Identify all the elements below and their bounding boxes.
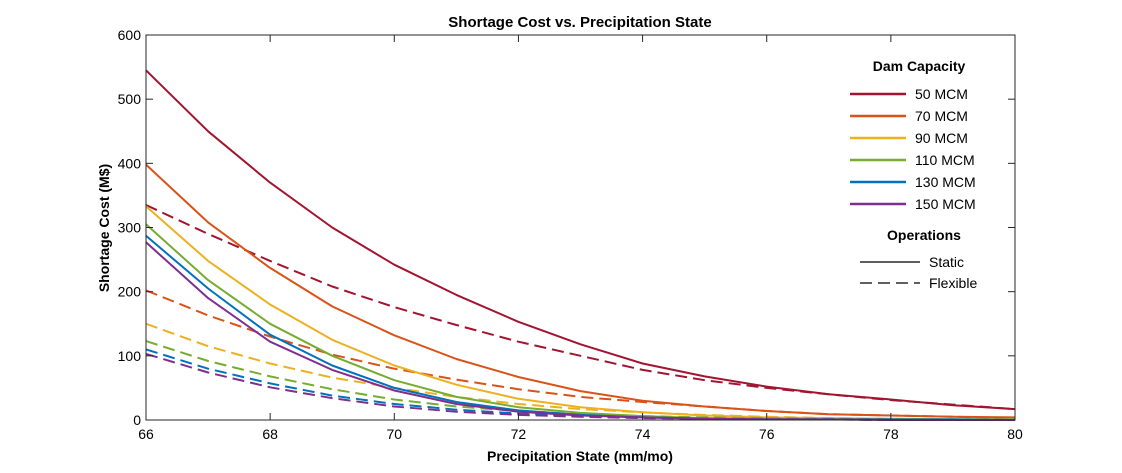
y-tick-label: 100 (118, 348, 142, 364)
legend-capacity-title: Dam Capacity (873, 58, 966, 74)
x-tick-label: 80 (1007, 426, 1023, 442)
series-line-2-static (145, 163, 1016, 419)
plot-series (145, 69, 1016, 421)
y-tick-label: 500 (118, 91, 142, 107)
y-tick-label: 200 (118, 284, 142, 300)
legend-operations-items: Static Flexible (860, 254, 977, 291)
legend-capacity-items: 50 MCM 70 MCM 90 MCM 110 MCM 130 MCM 150 MCM (850, 86, 976, 212)
chart-title: Shortage Cost vs. Precipitation State (448, 14, 711, 31)
legend-op-label: Flexible (929, 275, 977, 291)
legend-operations-title: Operations (887, 227, 961, 243)
series-line-1-static (145, 69, 1016, 411)
x-tick-label: 72 (511, 426, 527, 442)
x-tick-label: 78 (883, 426, 899, 442)
series-line-6-flexible (145, 352, 1015, 421)
x-tick-label: 74 (635, 426, 651, 442)
x-tick-label: 66 (138, 426, 154, 442)
legend-label: 50 MCM (915, 86, 968, 102)
x-axis-ticks: 66 68 70 72 74 76 78 80 (138, 35, 1023, 442)
legend: Dam Capacity 50 MCM 70 MCM 90 MCM 110 MCM 13… (850, 58, 977, 291)
y-tick-label: 0 (133, 412, 141, 428)
legend-label: 130 MCM (915, 174, 976, 190)
legend-label: 150 MCM (915, 196, 976, 212)
legend-label: 90 MCM (915, 130, 968, 146)
y-tick-label: 600 (118, 27, 142, 43)
y-tick-label: 400 (118, 155, 142, 171)
x-tick-label: 70 (386, 426, 402, 442)
y-tick-label: 300 (118, 220, 142, 236)
series-line-1-flexible (145, 204, 1016, 411)
legend-op-label: Static (929, 254, 964, 270)
series-line-3-flexible (145, 322, 1015, 421)
series-line-6-static (145, 241, 1015, 421)
legend-label: 110 MCM (915, 152, 975, 168)
x-tick-label: 76 (759, 426, 775, 442)
x-tick-label: 68 (262, 426, 278, 442)
y-axis-label: Shortage Cost (M$) (96, 164, 112, 292)
legend-label: 70 MCM (915, 108, 968, 124)
series-line-5-flexible (145, 348, 1015, 421)
y-axis-ticks: 0 100 200 300 400 500 600 (118, 27, 1015, 428)
x-axis-label: Precipitation State (mm/mo) (487, 448, 673, 464)
